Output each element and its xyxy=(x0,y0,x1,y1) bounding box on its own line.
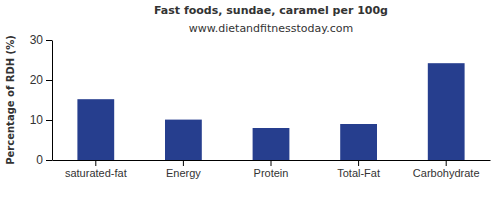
bar xyxy=(165,120,202,160)
y-axis: 0 10 20 30 xyxy=(30,33,53,167)
plot: 0 10 20 30 saturated-fat Energy Protein Total-F… xyxy=(30,33,491,178)
y-tick-label: 20 xyxy=(30,73,44,87)
x-tick-label: Protein xyxy=(254,167,289,179)
y-tick: 30 xyxy=(30,33,52,47)
y-axis-title: Percentage of RDH (%) xyxy=(5,35,16,165)
x-tick: Protein xyxy=(254,160,289,179)
x-tick: Total-Fat xyxy=(337,160,380,179)
bar xyxy=(253,128,290,160)
x-tick-mark xyxy=(271,160,272,166)
y-tick-mark xyxy=(46,160,52,161)
y-tick-mark xyxy=(46,120,52,121)
y-tick-mark xyxy=(46,80,52,81)
x-tick: Energy xyxy=(166,160,201,179)
x-tick-mark xyxy=(183,160,184,166)
x-tick-label: Energy xyxy=(166,167,201,179)
bar xyxy=(340,124,377,160)
y-axis-line xyxy=(52,41,53,161)
y-tick: 10 xyxy=(30,113,52,127)
y-tick: 0 xyxy=(36,153,52,167)
x-tick-label: saturated-fat xyxy=(65,167,127,179)
y-tick: 20 xyxy=(30,73,52,87)
x-tick-mark xyxy=(358,160,359,166)
bar xyxy=(77,99,114,160)
x-tick-label: Total-Fat xyxy=(337,167,380,179)
x-tick-mark xyxy=(446,160,447,166)
y-tick-label: 0 xyxy=(36,153,43,167)
y-tick-mark xyxy=(46,40,52,41)
x-tick: Carbohydrate xyxy=(413,160,480,179)
x-tick-mark xyxy=(95,160,96,166)
chart: 0 10 20 30 saturated-fat Energy Protein Total-F… xyxy=(0,0,500,200)
subtitle: www.dietandfitnesstoday.com xyxy=(189,22,353,35)
title: Fast foods, sundae, caramel per 100g xyxy=(154,4,388,17)
bar xyxy=(428,63,465,160)
y-tick-label: 30 xyxy=(30,33,44,47)
y-tick-label: 10 xyxy=(30,113,44,127)
bars xyxy=(77,63,464,160)
x-tick-label: Carbohydrate xyxy=(413,167,480,179)
x-axis: saturated-fat Energy Protein Total-Fat Carbo… xyxy=(53,160,491,179)
x-tick: saturated-fat xyxy=(65,160,127,179)
